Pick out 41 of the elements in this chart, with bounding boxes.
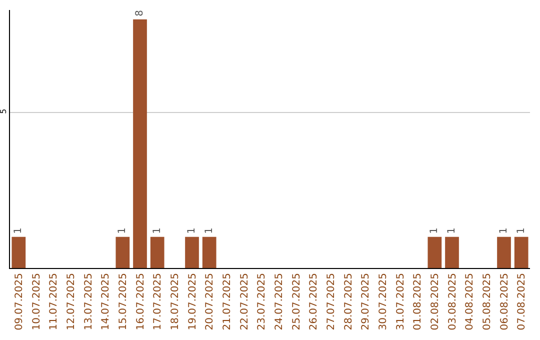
x-tick-label: 20.07.2025 bbox=[204, 273, 216, 330]
x-tick-label: 31.07.2025 bbox=[395, 273, 406, 330]
y-tick-label: 5 bbox=[0, 108, 8, 114]
x-tick-label: 01.08.2025 bbox=[412, 273, 424, 330]
x-tick-label: 29.07.2025 bbox=[360, 273, 372, 330]
data-label: 1 bbox=[516, 228, 527, 234]
data-label: 1 bbox=[446, 228, 458, 234]
x-tick-label: 28.07.2025 bbox=[343, 273, 354, 330]
data-label: 8 bbox=[134, 10, 146, 16]
x-tick-label: 22.07.2025 bbox=[239, 273, 250, 330]
x-tick-label: 23.07.2025 bbox=[256, 273, 268, 330]
x-tick-label: 05.08.2025 bbox=[482, 273, 493, 330]
x-tick-label: 04.08.2025 bbox=[464, 273, 476, 330]
x-tick-label: 14.07.2025 bbox=[100, 273, 112, 330]
x-tick-label: 09.07.2025 bbox=[14, 273, 25, 330]
data-label: 1 bbox=[498, 228, 510, 234]
data-label: 1 bbox=[117, 228, 128, 234]
x-tick-label: 30.07.2025 bbox=[378, 273, 389, 330]
data-label: 1 bbox=[204, 228, 215, 234]
x-tick-label: 17.07.2025 bbox=[152, 273, 164, 330]
x-tick-label: 06.08.2025 bbox=[499, 273, 510, 330]
data-label: 1 bbox=[152, 228, 163, 234]
x-tick-label: 10.07.2025 bbox=[31, 273, 42, 330]
x-tick-label: 24.07.2025 bbox=[274, 273, 285, 330]
x-tick-label: 16.07.2025 bbox=[135, 273, 146, 330]
data-label: 1 bbox=[13, 228, 24, 234]
x-tick-label: 07.08.2025 bbox=[516, 273, 528, 330]
x-tick-label: 21.07.2025 bbox=[222, 273, 233, 330]
x-tick-label: 13.07.2025 bbox=[83, 273, 94, 330]
data-label: 1 bbox=[186, 228, 198, 234]
x-tick-label: 03.08.2025 bbox=[447, 273, 458, 330]
data-label: 1 bbox=[429, 228, 440, 234]
x-tick-label: 27.07.2025 bbox=[326, 273, 337, 330]
x-tick-label: 26.07.2025 bbox=[308, 273, 320, 330]
x-tick-label: 19.07.2025 bbox=[187, 273, 198, 330]
x-tick-label: 25.07.2025 bbox=[291, 273, 302, 330]
x-tick-label: 18.07.2025 bbox=[170, 273, 181, 330]
x-tick-label: 12.07.2025 bbox=[66, 273, 77, 330]
x-tick-label: 15.07.2025 bbox=[118, 273, 129, 330]
x-tick-label: 02.08.2025 bbox=[430, 273, 441, 330]
x-tick-label: 11.07.2025 bbox=[48, 273, 60, 330]
